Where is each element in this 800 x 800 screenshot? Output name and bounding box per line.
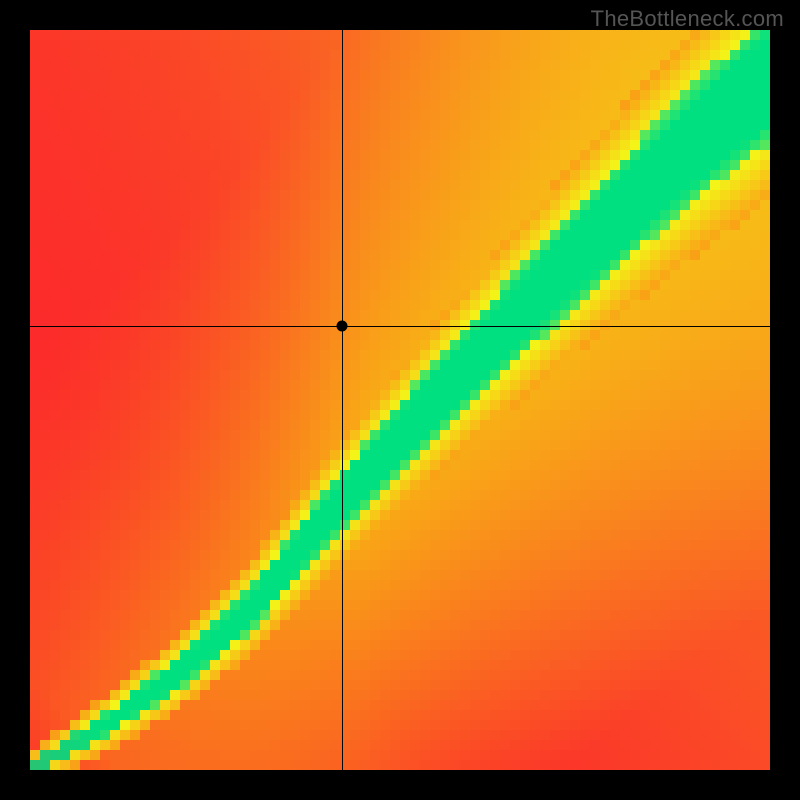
crosshair-vertical [342,30,343,770]
selection-marker [337,321,348,332]
plot-area [30,30,770,770]
watermark-text: TheBottleneck.com [591,6,784,32]
crosshair-horizontal [30,326,770,327]
heatmap-canvas [30,30,770,770]
